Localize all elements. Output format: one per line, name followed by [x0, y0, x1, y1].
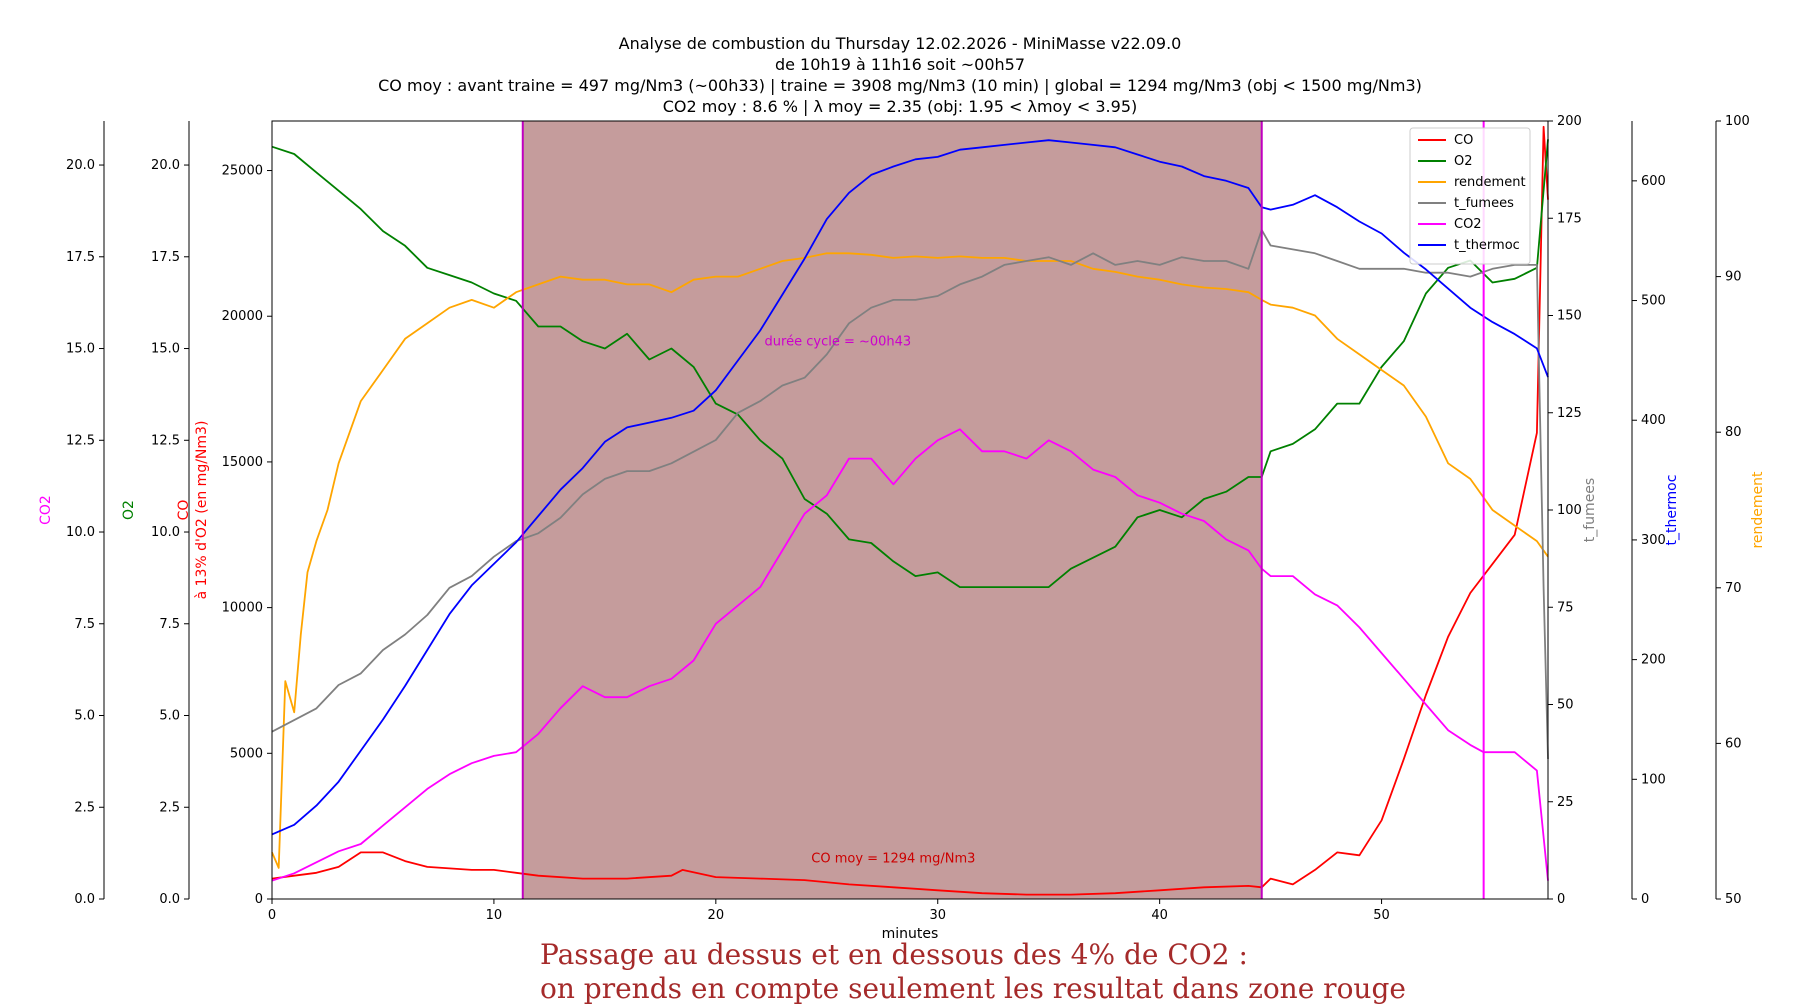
y-tick-label-tf: 200 — [1557, 114, 1582, 129]
chart-title-line-2: de 10h19 à 11h16 soit ~00h57 — [774, 55, 1026, 74]
y-tick-label-tt: 200 — [1641, 653, 1666, 668]
y-tick-label-co2: 12.5 — [66, 433, 95, 448]
y-tick-label-tt: 100 — [1641, 772, 1666, 787]
x-tick-label: 20 — [708, 908, 725, 923]
y-tick-label-o2: 10.0 — [151, 525, 180, 540]
annotation-1: durée cycle = ~00h43 — [765, 334, 912, 349]
y-axis-label-co2: CO2 — [38, 495, 54, 525]
y-tick-label-tt: 600 — [1641, 174, 1666, 189]
y-tick-label-co2: 7.5 — [74, 617, 95, 632]
x-tick-label: 10 — [486, 908, 503, 923]
caption-line-1: Passage au dessus et en dessous des 4% d… — [540, 938, 1248, 971]
y-tick-label-tf: 150 — [1557, 309, 1582, 324]
y-tick-label-co2: 17.5 — [66, 250, 95, 265]
y-axis-label-o2: O2 — [121, 500, 137, 520]
y-tick-label-co: 0 — [255, 892, 263, 907]
caption-line-2: on prends en compte seulement les result… — [540, 972, 1406, 1005]
x-tick-label: 40 — [1151, 908, 1168, 923]
y-tick-label-co: 5000 — [230, 746, 263, 761]
y-axis-label-tf: t_fumees — [1582, 478, 1598, 542]
series-line-co2 — [271, 428, 1549, 882]
chart-title-line-3: CO moy : avant traine = 497 mg/Nm3 (~00h… — [378, 76, 1422, 95]
y-axis-label-co: CO — [176, 500, 192, 521]
legend-label-co2: CO2 — [1454, 217, 1482, 232]
y-tick-label-rd: 60 — [1725, 736, 1742, 751]
series-line-t-fumees — [271, 229, 1549, 760]
shaded-zone — [522, 121, 1262, 899]
y-tick-label-tt: 400 — [1641, 413, 1666, 428]
annotation-2: CO moy = 1294 mg/Nm3 — [811, 852, 975, 867]
x-tick-label: 30 — [929, 908, 946, 923]
y-tick-label-tf: 50 — [1557, 698, 1574, 713]
x-tick-label: 50 — [1373, 908, 1390, 923]
y-tick-label-o2: 12.5 — [151, 433, 180, 448]
y-tick-label-o2: 5.0 — [159, 709, 180, 724]
y-tick-label-co: 25000 — [222, 164, 263, 179]
y-axis-label-co-2: à 13% d'O2 (en mg/Nm3) — [194, 421, 210, 600]
legend-label-rendement: rendement — [1454, 175, 1526, 190]
y-tick-label-co: 20000 — [222, 309, 263, 324]
legend-label-t_fumees: t_fumees — [1454, 196, 1514, 211]
y-tick-label-o2: 0.0 — [159, 892, 180, 907]
series-line-co — [271, 125, 1549, 896]
y-tick-label-rd: 90 — [1725, 270, 1742, 285]
y-axis-label-tt: t_thermoc — [1664, 475, 1680, 546]
legend-label-t_thermoc: t_thermoc — [1454, 238, 1520, 253]
y-tick-label-tf: 25 — [1557, 795, 1574, 810]
y-tick-label-tt: 500 — [1641, 294, 1666, 309]
y-axis-label-rd: rendement — [1750, 471, 1766, 549]
series-line-rendement — [271, 252, 1549, 869]
y-tick-label-co2: 10.0 — [66, 525, 95, 540]
y-tick-label-o2: 20.0 — [151, 158, 180, 173]
y-tick-label-co2: 5.0 — [74, 709, 95, 724]
y-tick-label-co: 10000 — [222, 601, 263, 616]
y-tick-label-tt: 300 — [1641, 533, 1666, 548]
y-tick-label-tf: 0 — [1557, 892, 1565, 907]
y-tick-label-o2: 15.0 — [151, 342, 180, 357]
y-tick-label-tt: 0 — [1641, 892, 1649, 907]
y-tick-label-co2: 15.0 — [66, 342, 95, 357]
legend-label-co: CO — [1454, 133, 1473, 148]
x-axis-label: minutes — [882, 926, 939, 942]
chart-title-line-4: CO2 moy : 8.6 % | λ moy = 2.35 (obj: 1.9… — [662, 97, 1138, 116]
y-tick-label-co2: 20.0 — [66, 158, 95, 173]
y-tick-label-o2: 7.5 — [159, 617, 180, 632]
y-tick-label-tf: 175 — [1557, 211, 1582, 226]
y-tick-label-rd: 100 — [1725, 114, 1750, 129]
x-tick-label: 0 — [268, 908, 276, 923]
y-tick-label-tf: 100 — [1557, 503, 1582, 518]
legend-label-o2: O2 — [1454, 154, 1473, 169]
y-tick-label-co: 15000 — [222, 455, 263, 470]
y-tick-label-rd: 70 — [1725, 581, 1742, 596]
y-tick-label-tf: 125 — [1557, 406, 1582, 421]
y-tick-label-rd: 50 — [1725, 892, 1742, 907]
series-line-t-thermoc — [271, 139, 1549, 836]
y-tick-label-o2: 2.5 — [159, 800, 180, 815]
y-tick-label-o2: 17.5 — [151, 250, 180, 265]
y-tick-label-tf: 75 — [1557, 600, 1574, 615]
series-line-o2 — [271, 139, 1549, 588]
y-tick-label-co2: 2.5 — [74, 800, 95, 815]
y-tick-label-rd: 80 — [1725, 425, 1742, 440]
chart-title-line-1: Analyse de combustion du Thursday 12.02.… — [618, 34, 1182, 53]
y-tick-label-co2: 0.0 — [74, 892, 95, 907]
